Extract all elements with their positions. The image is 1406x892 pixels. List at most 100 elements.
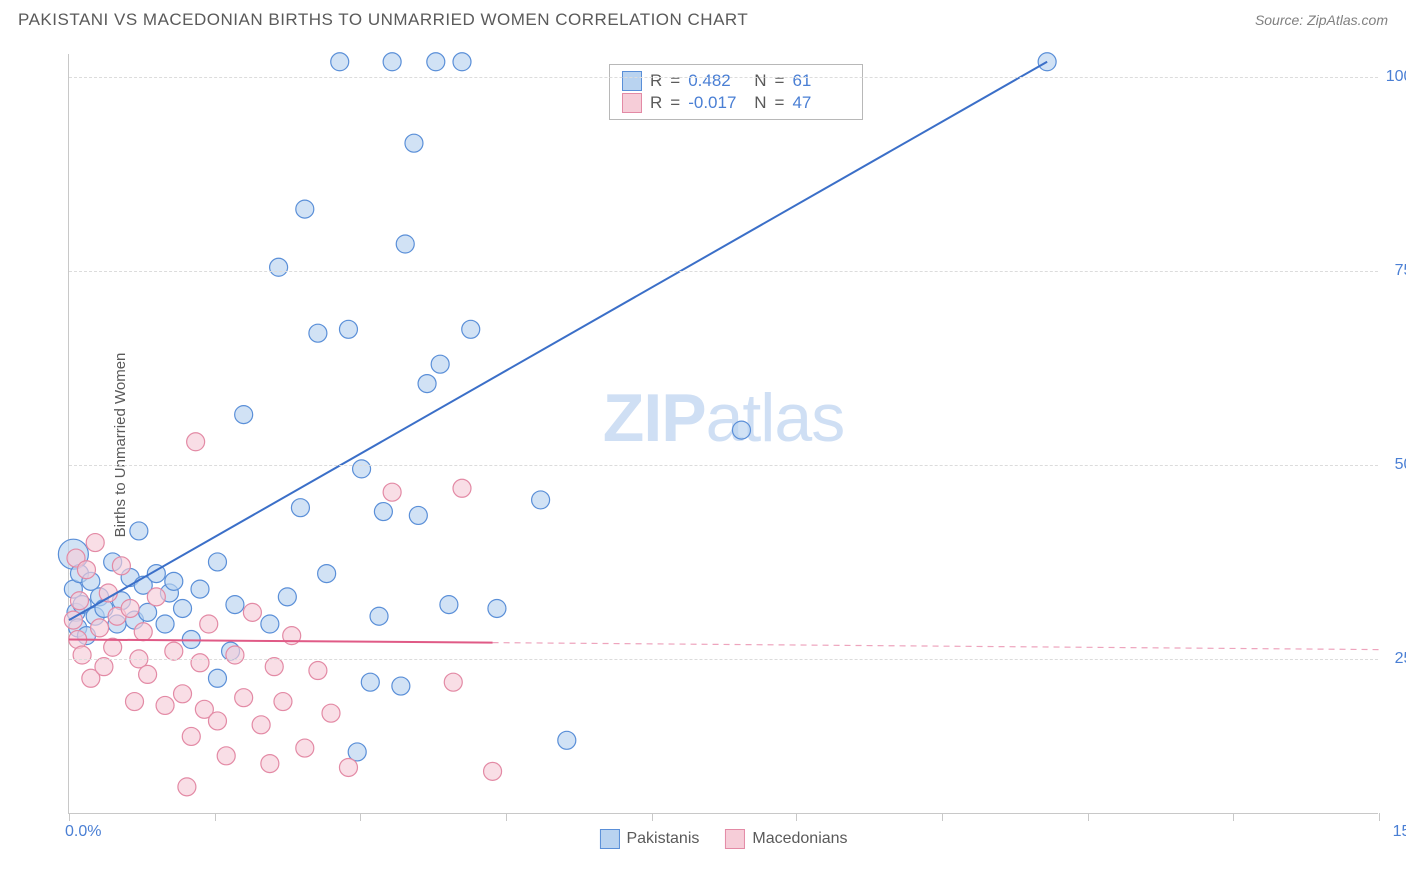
- scatter-point: [265, 658, 283, 676]
- scatter-point: [444, 673, 462, 691]
- scatter-point: [95, 658, 113, 676]
- scatter-point: [339, 758, 357, 776]
- series-legend: Pakistanis Macedonians: [599, 829, 847, 849]
- legend-label-macedonians: Macedonians: [752, 830, 847, 848]
- scatter-point: [126, 693, 144, 711]
- scatter-point: [374, 503, 392, 521]
- scatter-point: [331, 53, 349, 71]
- scatter-point: [165, 642, 183, 660]
- scatter-point: [318, 565, 336, 583]
- scatter-point: [139, 665, 157, 683]
- gridline: [69, 271, 1378, 272]
- scatter-point: [91, 619, 109, 637]
- scatter-point: [405, 134, 423, 152]
- scatter-point: [226, 596, 244, 614]
- scatter-point: [418, 375, 436, 393]
- scatter-point: [182, 727, 200, 745]
- n-value-macedonians: 47: [792, 93, 850, 113]
- n-label: N: [754, 71, 766, 91]
- x-tick: [69, 813, 70, 821]
- scatter-point: [104, 638, 122, 656]
- r-label: R: [650, 71, 662, 91]
- x-tick: [506, 813, 507, 821]
- scatter-point: [121, 599, 139, 617]
- scatter-point: [270, 258, 288, 276]
- scatter-point: [70, 592, 88, 610]
- scatter-point: [156, 615, 174, 633]
- x-tick: [360, 813, 361, 821]
- n-value-pakistanis: 61: [792, 71, 850, 91]
- scatter-point: [130, 522, 148, 540]
- scatter-point: [296, 739, 314, 757]
- stats-legend-box: R = 0.482 N = 61 R = -0.017 N = 47: [609, 64, 863, 120]
- scatter-point: [278, 588, 296, 606]
- scatter-point: [165, 572, 183, 590]
- scatter-point: [73, 646, 91, 664]
- y-tick-label: 50.0%: [1395, 456, 1406, 474]
- stats-row-macedonians: R = -0.017 N = 47: [622, 92, 850, 114]
- scatter-point: [370, 607, 388, 625]
- scatter-point: [353, 460, 371, 478]
- scatter-point: [208, 669, 226, 687]
- scatter-point: [440, 596, 458, 614]
- scatter-point: [77, 561, 95, 579]
- swatch-macedonians-icon: [725, 829, 745, 849]
- gridline: [69, 659, 1378, 660]
- gridline: [69, 465, 1378, 466]
- scatter-point: [732, 421, 750, 439]
- scatter-point: [261, 755, 279, 773]
- scatter-point: [431, 355, 449, 373]
- y-tick-label: 100.0%: [1386, 68, 1406, 86]
- scatter-point: [409, 506, 427, 524]
- plot-area: ZIPatlas R = 0.482 N = 61 R = -0.017 N =…: [68, 54, 1378, 814]
- scatter-point: [488, 599, 506, 617]
- scatter-point: [174, 685, 192, 703]
- legend-item-pakistanis: Pakistanis: [599, 829, 699, 849]
- source-label: Source:: [1255, 12, 1307, 28]
- scatter-point: [296, 200, 314, 218]
- x-tick: [942, 813, 943, 821]
- scatter-point: [86, 534, 104, 552]
- chart-title: PAKISTANI VS MACEDONIAN BIRTHS TO UNMARR…: [18, 10, 748, 30]
- scatter-point: [134, 623, 152, 641]
- x-tick: [1088, 813, 1089, 821]
- scatter-point: [252, 716, 270, 734]
- scatter-point: [427, 53, 445, 71]
- scatter-point: [235, 689, 253, 707]
- y-tick-label: 25.0%: [1395, 650, 1406, 668]
- scatter-point: [361, 673, 379, 691]
- scatter-point: [532, 491, 550, 509]
- trend-line: [69, 62, 1047, 620]
- scatter-point: [208, 712, 226, 730]
- scatter-point: [383, 483, 401, 501]
- scatter-point: [396, 235, 414, 253]
- scatter-point: [309, 662, 327, 680]
- legend-label-pakistanis: Pakistanis: [626, 830, 699, 848]
- scatter-point: [112, 557, 130, 575]
- scatter-point: [217, 747, 235, 765]
- r-label: R: [650, 93, 662, 113]
- scatter-point: [322, 704, 340, 722]
- trend-line: [69, 640, 493, 643]
- r-value-macedonians: -0.017: [688, 93, 746, 113]
- scatter-point: [453, 479, 471, 497]
- scatter-point: [187, 433, 205, 451]
- trend-line-extension: [493, 643, 1379, 650]
- legend-item-macedonians: Macedonians: [725, 829, 847, 849]
- x-tick: [215, 813, 216, 821]
- scatter-point: [191, 654, 209, 672]
- equals-sign: =: [775, 71, 785, 91]
- source-value: ZipAtlas.com: [1307, 12, 1388, 28]
- scatter-point: [392, 677, 410, 695]
- x-tick: [652, 813, 653, 821]
- equals-sign: =: [775, 93, 785, 113]
- plot-svg: [69, 54, 1378, 813]
- scatter-point: [174, 599, 192, 617]
- scatter-point: [484, 762, 502, 780]
- equals-sign: =: [670, 93, 680, 113]
- scatter-point: [200, 615, 218, 633]
- x-tick-label-end: 15.0%: [1393, 823, 1406, 841]
- y-tick-label: 75.0%: [1395, 262, 1406, 280]
- stats-row-pakistanis: R = 0.482 N = 61: [622, 70, 850, 92]
- scatter-point: [274, 693, 292, 711]
